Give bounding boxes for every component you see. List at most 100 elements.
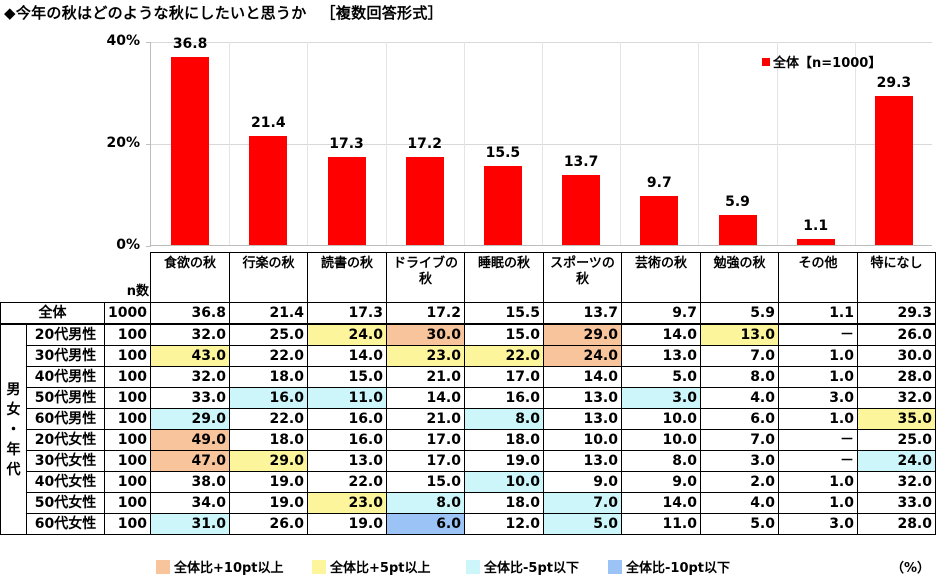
key-minus5-swatch-icon [466, 559, 480, 574]
cell-value: 29.0 [543, 323, 622, 346]
bar-value-label: 17.3 [329, 135, 364, 152]
bar-3 [405, 157, 444, 245]
column-header: スポーツの秋 [543, 252, 622, 303]
bar-9 [874, 95, 913, 245]
ytick-mark [146, 144, 151, 145]
legend-swatch-icon [762, 57, 770, 66]
gridline-40 [151, 42, 932, 43]
bar-value-label: 15.5 [485, 144, 521, 161]
table-row: 50代女性 100 34.0 19.0 23.0 8.0 18.0 7.0 14.0 4.0 1.0… [1, 492, 936, 514]
n-value: 100 [104, 345, 151, 367]
cell-value: 10.0 [621, 429, 701, 451]
cell-value: 7.0 [543, 492, 622, 514]
cell-value: 10.0 [621, 408, 701, 430]
cell-value: 5.0 [543, 513, 622, 535]
cell-value: 29.0 [229, 450, 308, 472]
cell-value: 17.0 [386, 429, 465, 451]
cell-value: 24.0 [857, 450, 936, 472]
cell-value: 8.0 [386, 492, 465, 514]
bar-value-label: 1.1 [803, 218, 829, 235]
row-label: 20代女性 [26, 429, 105, 451]
key-plus10-label: 全体比+10pt以上 [174, 561, 284, 576]
key-plus5-label: 全体比+5pt以上 [330, 561, 431, 576]
key-plus10-swatch-icon [156, 559, 170, 574]
cell-value: － [778, 323, 858, 346]
cell-value: 5.0 [621, 366, 701, 388]
cell-value: 13.0 [543, 387, 622, 409]
row-label: 30代男性 [26, 345, 105, 367]
cell-value: 22.0 [464, 345, 544, 367]
cell-value: 49.0 [150, 429, 230, 451]
cell-value: 16.0 [307, 408, 387, 430]
bar-chart-plot: 36.8 21.4 17.3 17.2 15.5 13.7 9.7 5.9 1.1 29.3 [146, 36, 932, 247]
cell-value: 22.0 [229, 408, 308, 430]
row-label: 40代女性 [26, 471, 105, 493]
n-value: 100 [104, 492, 151, 514]
cell-value: 30.0 [857, 345, 936, 367]
cell-value: 21.0 [386, 408, 465, 430]
cell-value: 19.0 [307, 513, 387, 535]
cell-value: 6.0 [700, 408, 779, 430]
cell-value: 8.0 [464, 408, 544, 430]
cell-value: 17.2 [386, 302, 465, 325]
cell-value: 32.0 [857, 387, 936, 409]
ytick-40: 40% [106, 33, 140, 49]
table-row: 40代男性 100 32.0 18.0 15.0 21.0 17.0 14.0 5.0 8.0 1.… [1, 366, 936, 388]
table-row: 50代男性 100 33.0 16.0 11.0 14.0 16.0 13.0 3.0 4.0 3.… [1, 387, 936, 409]
cell-value: 11.0 [621, 513, 701, 535]
bar-value-label: 13.7 [563, 154, 599, 171]
cell-value: 21.4 [229, 302, 308, 325]
cell-value: 7.0 [700, 429, 779, 451]
gridline-20 [151, 144, 932, 145]
cell-value: 13.7 [543, 302, 622, 325]
unit-label: （%） [890, 561, 930, 576]
cell-value: 33.0 [150, 387, 230, 409]
cell-value: 9.0 [543, 471, 622, 493]
cell-value: 33.0 [857, 492, 936, 514]
title-sub: ［複数回答形式］ [320, 4, 443, 22]
bar-value-label: 5.9 [725, 193, 750, 210]
cell-value: 15.0 [464, 323, 544, 346]
cell-value: 28.0 [857, 513, 936, 535]
cell-value: 16.0 [464, 387, 544, 409]
cell-value: 1.0 [778, 408, 858, 430]
bar-4 [483, 165, 522, 245]
column-header: 睡眠の秋 [464, 252, 544, 303]
cell-value: 10.0 [543, 429, 622, 451]
cell-value: 22.0 [307, 471, 387, 493]
cell-value: 36.8 [150, 302, 230, 325]
cell-value: 7.0 [700, 345, 779, 367]
gridline-vertical [307, 42, 309, 245]
cell-value: 14.0 [386, 387, 465, 409]
cell-value: 26.0 [857, 323, 936, 346]
n-value: 100 [104, 429, 151, 451]
gridline-vertical [698, 42, 700, 245]
cell-value: 18.0 [229, 429, 308, 451]
cell-value: 3.0 [778, 387, 858, 409]
cell-value: 43.0 [150, 345, 230, 367]
cell-value: 18.0 [229, 366, 308, 388]
bar-5 [562, 175, 601, 245]
bar-8 [796, 239, 835, 245]
cell-value: 18.0 [464, 429, 544, 451]
gridline-vertical [385, 42, 387, 245]
cell-value: 3.0 [700, 450, 779, 472]
bar-value-label: 21.4 [251, 114, 286, 131]
column-header: 勉強の秋 [700, 252, 779, 303]
cell-value: 38.0 [150, 471, 230, 493]
cell-value: 14.0 [543, 366, 622, 388]
ytick-20: 20% [106, 135, 140, 151]
cell-value: 1.0 [778, 471, 858, 493]
cell-value: 13.0 [543, 408, 622, 430]
bar-value-label: 9.7 [646, 174, 672, 191]
cell-value: 19.0 [229, 492, 308, 514]
column-header: 読書の秋 [307, 252, 387, 303]
cell-value: 8.0 [621, 450, 701, 472]
cell-value: 2.0 [700, 471, 779, 493]
cell-value: 3.0 [621, 387, 701, 409]
key-plus5: 全体比+5pt以上 [312, 557, 430, 576]
gridline-vertical [620, 42, 622, 245]
n-value: 100 [104, 471, 151, 493]
cell-value: 31.0 [150, 513, 230, 535]
title-main: ◆今年の秋はどのような秋にしたいと思うか [4, 4, 307, 22]
